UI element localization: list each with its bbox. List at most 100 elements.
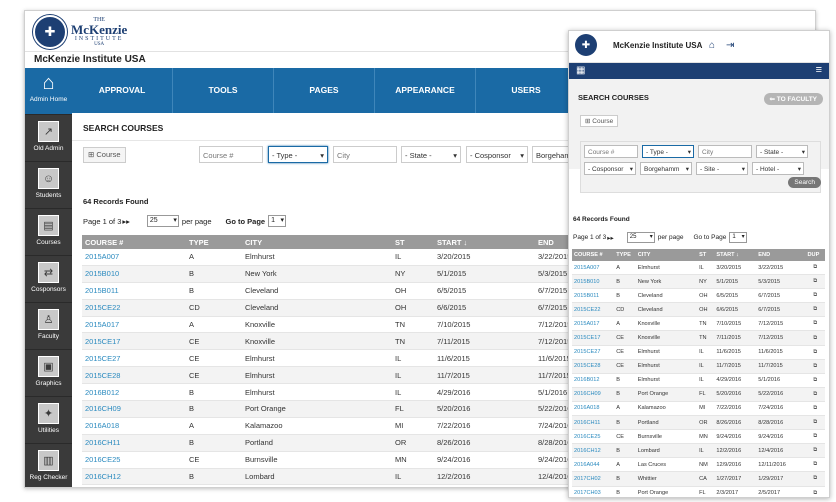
duplicate-icon[interactable]: ⧉ bbox=[805, 359, 825, 374]
sidebar-item-courses[interactable]: ▤ Courses bbox=[25, 209, 72, 256]
col-state[interactable]: ST bbox=[697, 249, 715, 261]
col-city[interactable]: CITY bbox=[242, 235, 392, 249]
type-select[interactable]: - Type - bbox=[268, 146, 328, 164]
next-page-icon[interactable]: ▸▸ bbox=[607, 234, 614, 242]
col-state[interactable]: ST bbox=[392, 235, 434, 249]
course-link[interactable]: 2016B012 bbox=[572, 373, 615, 388]
course-link[interactable]: 2015CE28 bbox=[82, 366, 186, 385]
course-link[interactable]: 2017CH03 bbox=[572, 486, 615, 497]
col-course[interactable]: COURSE # bbox=[82, 235, 186, 249]
course-link[interactable]: 2015A007 bbox=[82, 249, 186, 266]
mobile-city-input[interactable]: City bbox=[698, 145, 752, 158]
duplicate-icon[interactable]: ⧉ bbox=[805, 345, 825, 360]
to-faculty-button[interactable]: ⇐ TO FACULTY bbox=[763, 93, 823, 105]
nav-tab-appearance[interactable]: APPEARANCE bbox=[375, 68, 476, 113]
nav-tab-users[interactable]: USERS bbox=[476, 68, 577, 113]
nav-tab-approval[interactable]: APPROVAL bbox=[72, 68, 173, 113]
course-link[interactable]: 2015CE22 bbox=[572, 302, 615, 318]
duplicate-icon[interactable]: ⧉ bbox=[805, 330, 825, 346]
duplicate-icon[interactable]: ⧉ bbox=[805, 429, 825, 445]
course-link[interactable]: 2016CH09 bbox=[82, 400, 186, 418]
duplicate-icon[interactable]: ⧉ bbox=[805, 443, 825, 459]
col-course[interactable]: COURSE # bbox=[572, 249, 615, 261]
course-link[interactable]: 2015CE27 bbox=[82, 349, 186, 368]
course-link[interactable]: 2016A018 bbox=[572, 401, 615, 417]
mobile-cosponsor-select[interactable]: - Cosponsor bbox=[584, 162, 636, 176]
course-link[interactable]: 2016B012 bbox=[82, 383, 186, 402]
state-select[interactable]: - State - bbox=[401, 146, 461, 164]
logout-icon[interactable]: ⇥ bbox=[726, 40, 735, 51]
col-end[interactable]: END bbox=[756, 249, 806, 261]
duplicate-icon[interactable]: ⧉ bbox=[805, 401, 825, 417]
course-link[interactable]: 2015B011 bbox=[572, 288, 615, 304]
course-link[interactable]: 2015A007 bbox=[572, 261, 615, 276]
duplicate-icon[interactable]: ⧉ bbox=[805, 486, 825, 497]
hamburger-menu-icon[interactable]: ≡ bbox=[815, 64, 822, 76]
sidebar-item-graphics[interactable]: ▣ Graphics bbox=[25, 350, 72, 397]
mobile-add-course-button[interactable]: ⊞ Course bbox=[580, 115, 619, 127]
col-start[interactable]: START ↓ bbox=[714, 249, 757, 261]
col-type[interactable]: TYPE bbox=[186, 235, 242, 249]
sidebar-item-reg-checker[interactable]: ▥ Reg Checker bbox=[25, 444, 72, 487]
duplicate-icon[interactable]: ⧉ bbox=[805, 274, 825, 290]
add-course-button[interactable]: ⊞ Course bbox=[83, 147, 126, 163]
course-link[interactable]: 2016CE25 bbox=[572, 429, 615, 445]
col-start[interactable]: START ↓ bbox=[434, 235, 535, 249]
grid-icon[interactable]: ▦ bbox=[576, 65, 586, 76]
course-link[interactable]: 2015CE28 bbox=[572, 359, 615, 374]
sidebar-item-faculty[interactable]: ♙ Faculty bbox=[25, 303, 72, 350]
mobile-type-select[interactable]: - Type - bbox=[642, 145, 694, 159]
mobile-site-select[interactable]: - Site - bbox=[696, 162, 748, 176]
sidebar-item-utilities[interactable]: ✦ Utilities bbox=[25, 397, 72, 444]
course-link[interactable]: 2015B010 bbox=[82, 265, 186, 283]
sidebar-item-cosponsors[interactable]: ⇄ Cosponsors bbox=[25, 256, 72, 303]
col-type[interactable]: TYPE bbox=[614, 249, 636, 261]
duplicate-icon[interactable]: ⧉ bbox=[805, 302, 825, 318]
search-button[interactable]: Search bbox=[788, 177, 821, 188]
course-link[interactable]: 2015CE17 bbox=[82, 332, 186, 351]
course-link[interactable]: 2015B011 bbox=[82, 282, 186, 300]
duplicate-icon[interactable]: ⧉ bbox=[805, 471, 825, 487]
seal-icon[interactable]: ✚ bbox=[575, 34, 597, 56]
mobile-per-page-select[interactable]: 25 bbox=[626, 232, 655, 243]
course-link[interactable]: 2016A044 bbox=[572, 457, 615, 473]
course-link[interactable]: 2017CH02 bbox=[572, 471, 615, 487]
sidebar-item-admin-home[interactable]: ⌂ Admin Home bbox=[25, 68, 72, 115]
duplicate-icon[interactable]: ⧉ bbox=[805, 288, 825, 304]
goto-page-select[interactable]: 1 bbox=[268, 215, 287, 227]
course-link[interactable]: 2016CH09 bbox=[572, 387, 615, 402]
mobile-facility-select[interactable]: Borgehamm bbox=[640, 162, 692, 176]
mobile-hotel-select[interactable]: - Hotel - bbox=[752, 162, 804, 176]
course-link[interactable]: 2016CE25 bbox=[82, 451, 186, 469]
course-link[interactable]: 2016A044 bbox=[82, 484, 186, 487]
course-link[interactable]: 2016A018 bbox=[82, 417, 186, 435]
course-link[interactable]: 2016CH11 bbox=[572, 415, 615, 431]
home-icon[interactable]: ⌂ bbox=[709, 40, 716, 51]
duplicate-icon[interactable]: ⧉ bbox=[805, 316, 825, 332]
course-link[interactable]: 2016CH12 bbox=[82, 468, 186, 486]
mobile-goto-page-select[interactable]: 1 bbox=[729, 232, 747, 243]
course-link[interactable]: 2015CE27 bbox=[572, 345, 615, 360]
city-input[interactable]: City bbox=[333, 146, 397, 163]
col-city[interactable]: CITY bbox=[635, 249, 698, 261]
duplicate-icon[interactable]: ⧉ bbox=[805, 373, 825, 388]
course-link[interactable]: 2015CE17 bbox=[572, 330, 615, 346]
per-page-select[interactable]: 25 bbox=[146, 215, 179, 227]
nav-tab-pages[interactable]: PAGES bbox=[274, 68, 375, 113]
duplicate-icon[interactable]: ⧉ bbox=[805, 387, 825, 402]
sidebar-item-old-admin[interactable]: ↗ Old Admin bbox=[25, 115, 72, 162]
mobile-course-input[interactable]: Course # bbox=[584, 145, 638, 158]
course-link[interactable]: 2015A017 bbox=[572, 316, 615, 332]
col-dup[interactable]: DUP bbox=[805, 249, 825, 261]
duplicate-icon[interactable]: ⧉ bbox=[805, 415, 825, 431]
duplicate-icon[interactable]: ⧉ bbox=[805, 261, 825, 276]
course-number-input[interactable]: Course # bbox=[199, 146, 263, 163]
course-link[interactable]: 2016CH12 bbox=[572, 443, 615, 459]
course-link[interactable]: 2015B010 bbox=[572, 274, 615, 290]
course-link[interactable]: 2015CE22 bbox=[82, 299, 186, 317]
cosponsor-select[interactable]: - Cosponsor bbox=[466, 146, 528, 164]
course-link[interactable]: 2015A017 bbox=[82, 316, 186, 334]
course-link[interactable]: 2016CH11 bbox=[82, 434, 186, 452]
brand-logo[interactable]: ✚ THE McKenzie INSTITUTE USA bbox=[33, 15, 127, 49]
mobile-state-select[interactable]: - State - bbox=[756, 145, 808, 159]
